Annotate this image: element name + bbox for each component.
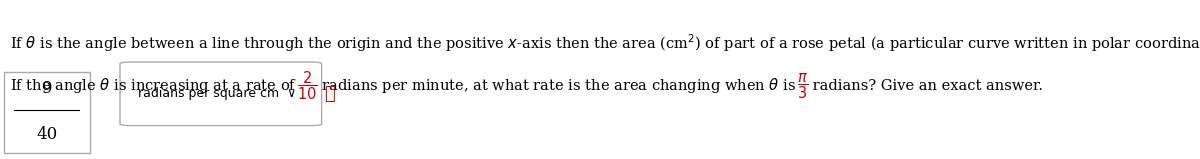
Text: $\dfrac{\pi}{3}$: $\dfrac{\pi}{3}$ [797, 71, 809, 101]
Text: If $\theta$ is the angle between a line through the origin and the positive $x$-: If $\theta$ is the angle between a line … [10, 29, 1200, 61]
Text: radians per square cm  ∨: radians per square cm ∨ [138, 87, 296, 100]
Text: ✕: ✕ [324, 85, 335, 103]
Text: 9: 9 [42, 80, 52, 97]
Text: radians per minute, at what rate is the area changing when $\theta$ is: radians per minute, at what rate is the … [317, 76, 797, 95]
Text: radians? Give an exact answer.: radians? Give an exact answer. [809, 79, 1043, 93]
Text: $\dfrac{2}{10}$: $\dfrac{2}{10}$ [296, 70, 317, 102]
Text: 40: 40 [36, 126, 58, 143]
Text: If the angle $\theta$ is increasing at a rate of: If the angle $\theta$ is increasing at a… [10, 76, 296, 95]
